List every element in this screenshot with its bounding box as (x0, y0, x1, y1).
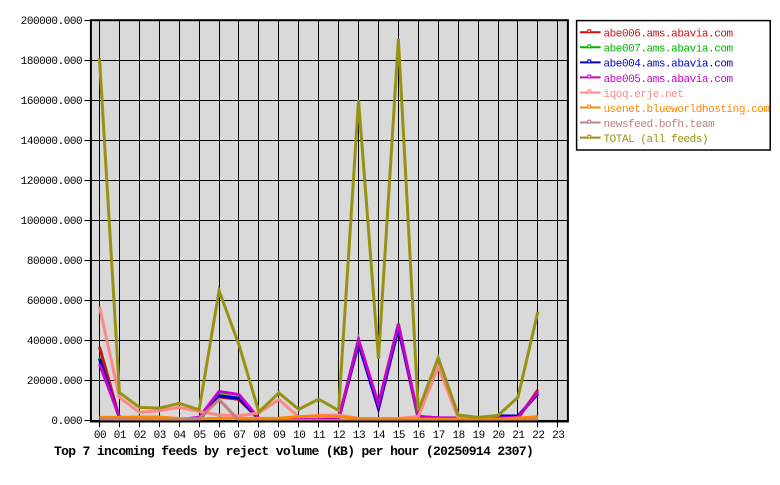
svg-text:iqoq.erje.net: iqoq.erje.net (604, 89, 684, 101)
svg-text:23: 23 (552, 430, 564, 442)
svg-text:abe006.ams.abavia.com: abe006.ams.abavia.com (604, 29, 734, 41)
svg-text:00: 00 (94, 430, 106, 442)
svg-text:120000.000: 120000.000 (21, 176, 83, 188)
svg-text:abe007.ams.abavia.com: abe007.ams.abavia.com (604, 44, 734, 56)
svg-text:TOTAL (all feeds): TOTAL (all feeds) (604, 134, 709, 146)
svg-text:13: 13 (353, 430, 365, 442)
svg-text:abe004.ams.abavia.com: abe004.ams.abavia.com (604, 59, 734, 71)
svg-text:05: 05 (193, 430, 205, 442)
svg-text:10: 10 (293, 430, 305, 442)
svg-text:180000.000: 180000.000 (21, 56, 83, 68)
svg-text:08: 08 (253, 430, 265, 442)
svg-text:06: 06 (213, 430, 225, 442)
svg-text:14: 14 (373, 430, 386, 442)
svg-text:11: 11 (313, 430, 326, 442)
svg-text:0.000: 0.000 (51, 416, 82, 428)
svg-text:Top 7 incoming feeds by reject: Top 7 incoming feeds by reject volume (K… (54, 444, 533, 459)
svg-text:60000.000: 60000.000 (27, 296, 82, 308)
svg-text:newsfeed.bofh.team: newsfeed.bofh.team (604, 119, 716, 131)
svg-text:20000.000: 20000.000 (27, 376, 82, 388)
svg-text:09: 09 (273, 430, 285, 442)
svg-text:140000.000: 140000.000 (21, 136, 83, 148)
svg-text:40000.000: 40000.000 (27, 336, 82, 348)
svg-text:07: 07 (233, 430, 245, 442)
svg-text:abe005.ams.abavia.com: abe005.ams.abavia.com (604, 74, 734, 86)
svg-text:04: 04 (174, 430, 187, 442)
svg-text:03: 03 (154, 430, 166, 442)
svg-text:200000.000: 200000.000 (21, 16, 83, 28)
svg-text:02: 02 (134, 430, 146, 442)
svg-text:80000.000: 80000.000 (27, 256, 82, 268)
svg-text:17: 17 (433, 430, 445, 442)
svg-text:12: 12 (333, 430, 345, 442)
svg-text:usenet.blueworldhosting.com: usenet.blueworldhosting.com (604, 104, 771, 116)
svg-text:16: 16 (413, 430, 425, 442)
svg-text:100000.000: 100000.000 (21, 216, 83, 228)
svg-text:19: 19 (472, 430, 484, 442)
svg-text:15: 15 (393, 430, 405, 442)
svg-text:20: 20 (492, 430, 504, 442)
svg-text:01: 01 (114, 430, 127, 442)
svg-text:18: 18 (453, 430, 465, 442)
svg-text:160000.000: 160000.000 (21, 96, 83, 108)
svg-text:22: 22 (532, 430, 544, 442)
svg-text:21: 21 (512, 430, 525, 442)
